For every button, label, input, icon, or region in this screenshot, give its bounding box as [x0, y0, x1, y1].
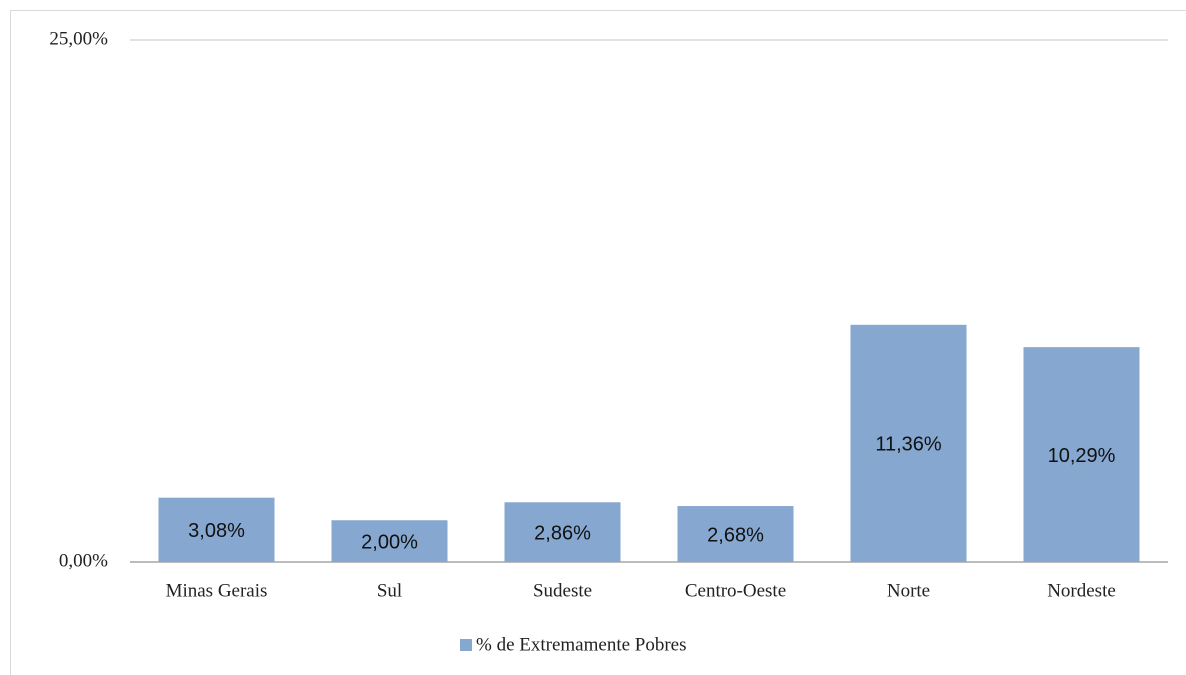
y-tick-label: 0,00% [59, 550, 108, 571]
x-tick-label: Nordeste [1047, 580, 1116, 601]
bar [1023, 347, 1140, 562]
data-label: 2,68% [707, 524, 764, 546]
data-label: 11,36% [875, 434, 942, 456]
y-tick-label: 25,00% [49, 28, 108, 49]
data-label: 2,00% [361, 531, 418, 553]
legend-swatch [460, 639, 472, 651]
data-label: 3,08% [188, 520, 245, 542]
bar [158, 497, 275, 562]
data-label: 10,29% [1048, 445, 1116, 467]
bar [504, 502, 621, 562]
chart-border [10, 10, 1186, 675]
legend-label: % de Extremamente Pobres [476, 634, 687, 655]
bar [677, 506, 794, 562]
x-tick-label: Sul [377, 580, 402, 601]
x-tick-label: Sudeste [533, 580, 592, 601]
bar [331, 520, 448, 562]
x-tick-label: Norte [887, 580, 930, 601]
bar [850, 324, 967, 562]
data-label: 2,86% [534, 522, 591, 544]
x-tick-label: Minas Gerais [166, 580, 268, 601]
x-tick-label: Centro-Oeste [685, 580, 786, 601]
